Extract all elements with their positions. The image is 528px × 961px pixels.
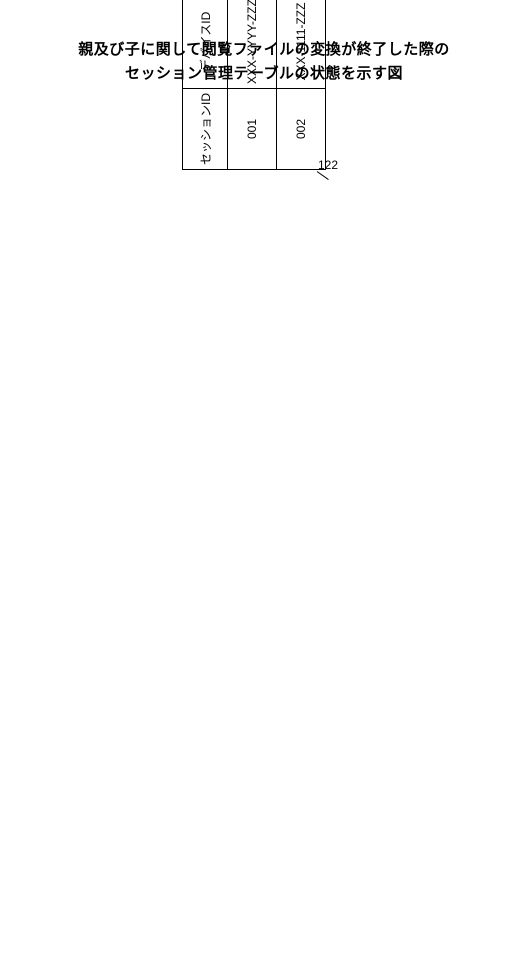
table-row: 001 XXX-YYYY-ZZZ スマートフォン YYYY-ZXYYY YYYY…	[228, 0, 277, 170]
cell-device-id: XXX-YYYY-ZZZ	[228, 0, 277, 88]
col-device-id: デバイスID	[183, 0, 228, 88]
cell-device-id: XXX-1111-ZZZ	[277, 0, 326, 88]
col-session-id: セッションID	[183, 88, 228, 169]
page: 親及び子に関して閲覧ファイルの変換が終了した際の セッション管理テーブルの状態を…	[0, 0, 528, 961]
session-management-table: セッションID デバイスID 機器種別 閲覧ファイルID 変換ファイルID 同期…	[182, 0, 326, 170]
session-table-container: セッションID デバイスID 機器種別 閲覧ファイルID 変換ファイルID 同期…	[182, 0, 326, 170]
table-header-row: セッションID デバイスID 機器種別 閲覧ファイルID 変換ファイルID 同期…	[183, 0, 228, 170]
table-row: 002 XXX-1111-ZZZ PC YYYY-ZXYYY YYYY-Z111…	[277, 0, 326, 170]
cell-session-id: 001	[228, 88, 277, 169]
cell-session-id: 002	[277, 88, 326, 169]
reference-leader-line	[317, 171, 329, 180]
